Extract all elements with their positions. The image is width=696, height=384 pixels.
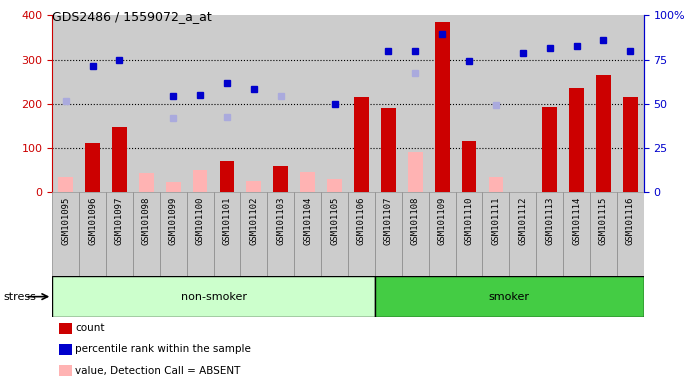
Bar [160, 15, 187, 192]
Bar [375, 192, 402, 276]
Text: GSM101108: GSM101108 [411, 196, 420, 245]
Bar [456, 192, 482, 276]
Text: GSM101103: GSM101103 [276, 196, 285, 245]
Bar [52, 15, 79, 192]
Text: GSM101102: GSM101102 [249, 196, 258, 245]
Bar [569, 88, 584, 192]
Bar [246, 181, 261, 192]
Bar [133, 192, 160, 276]
Bar [381, 108, 396, 192]
Bar [85, 144, 100, 192]
Bar [240, 15, 267, 192]
Bar [166, 182, 180, 192]
Bar [300, 172, 315, 192]
Text: GSM101115: GSM101115 [599, 196, 608, 245]
Bar [536, 192, 563, 276]
Bar [294, 192, 321, 276]
Bar [408, 152, 422, 192]
Bar [354, 97, 369, 192]
Bar [106, 192, 133, 276]
Bar [294, 15, 321, 192]
Text: GSM101116: GSM101116 [626, 196, 635, 245]
Text: GSM101105: GSM101105 [330, 196, 339, 245]
Text: non-smoker: non-smoker [180, 291, 246, 302]
Bar [139, 173, 154, 192]
Bar [214, 192, 240, 276]
Text: GSM101107: GSM101107 [383, 196, 393, 245]
Bar [112, 127, 127, 192]
Bar [590, 15, 617, 192]
Bar [375, 15, 402, 192]
Bar [435, 22, 450, 192]
Text: GSM101111: GSM101111 [491, 196, 500, 245]
Text: count: count [75, 323, 104, 333]
Text: GSM101114: GSM101114 [572, 196, 581, 245]
Text: GSM101104: GSM101104 [303, 196, 313, 245]
Text: GSM101100: GSM101100 [196, 196, 205, 245]
Text: GSM101112: GSM101112 [519, 196, 528, 245]
Bar [267, 15, 294, 192]
Text: percentile rank within the sample: percentile rank within the sample [75, 344, 251, 354]
Bar [429, 192, 456, 276]
Text: GSM101101: GSM101101 [223, 196, 232, 245]
Bar [461, 141, 476, 192]
Text: smoker: smoker [489, 291, 530, 302]
Text: GSM101113: GSM101113 [545, 196, 554, 245]
Bar [58, 177, 73, 192]
Bar [590, 192, 617, 276]
Bar [509, 192, 536, 276]
Bar [52, 276, 375, 317]
Text: GSM101096: GSM101096 [88, 196, 97, 245]
Bar [187, 192, 214, 276]
Bar [482, 15, 509, 192]
Bar [52, 192, 79, 276]
Bar [274, 166, 288, 192]
Bar [348, 15, 375, 192]
Bar [193, 170, 207, 192]
Bar [456, 15, 482, 192]
Bar [133, 15, 160, 192]
Bar [321, 15, 348, 192]
Bar [542, 107, 557, 192]
Text: GSM101109: GSM101109 [438, 196, 447, 245]
Bar [596, 75, 611, 192]
Bar [536, 15, 563, 192]
Text: stress: stress [3, 291, 36, 302]
Bar [402, 192, 429, 276]
Text: GSM101098: GSM101098 [142, 196, 151, 245]
Text: GSM101095: GSM101095 [61, 196, 70, 245]
Bar [240, 192, 267, 276]
Bar [482, 192, 509, 276]
Bar [79, 192, 106, 276]
Bar [160, 192, 187, 276]
Bar [267, 192, 294, 276]
Bar [617, 192, 644, 276]
Bar [617, 15, 644, 192]
Bar [563, 192, 590, 276]
Bar [214, 15, 240, 192]
Text: GDS2486 / 1559072_a_at: GDS2486 / 1559072_a_at [52, 10, 212, 23]
Bar [429, 15, 456, 192]
Bar [321, 192, 348, 276]
Bar [402, 15, 429, 192]
Text: GSM101097: GSM101097 [115, 196, 124, 245]
Bar [187, 15, 214, 192]
Bar [79, 15, 106, 192]
Bar [106, 15, 133, 192]
Text: value, Detection Call = ABSENT: value, Detection Call = ABSENT [75, 366, 241, 376]
Text: GSM101106: GSM101106 [357, 196, 366, 245]
Text: GSM101099: GSM101099 [168, 196, 177, 245]
Bar [623, 97, 638, 192]
Bar [375, 276, 644, 317]
Bar [327, 179, 342, 192]
Bar [563, 15, 590, 192]
Text: GSM101110: GSM101110 [464, 196, 473, 245]
Bar [489, 177, 503, 192]
Bar [220, 161, 235, 192]
Bar [348, 192, 375, 276]
Bar [509, 15, 536, 192]
